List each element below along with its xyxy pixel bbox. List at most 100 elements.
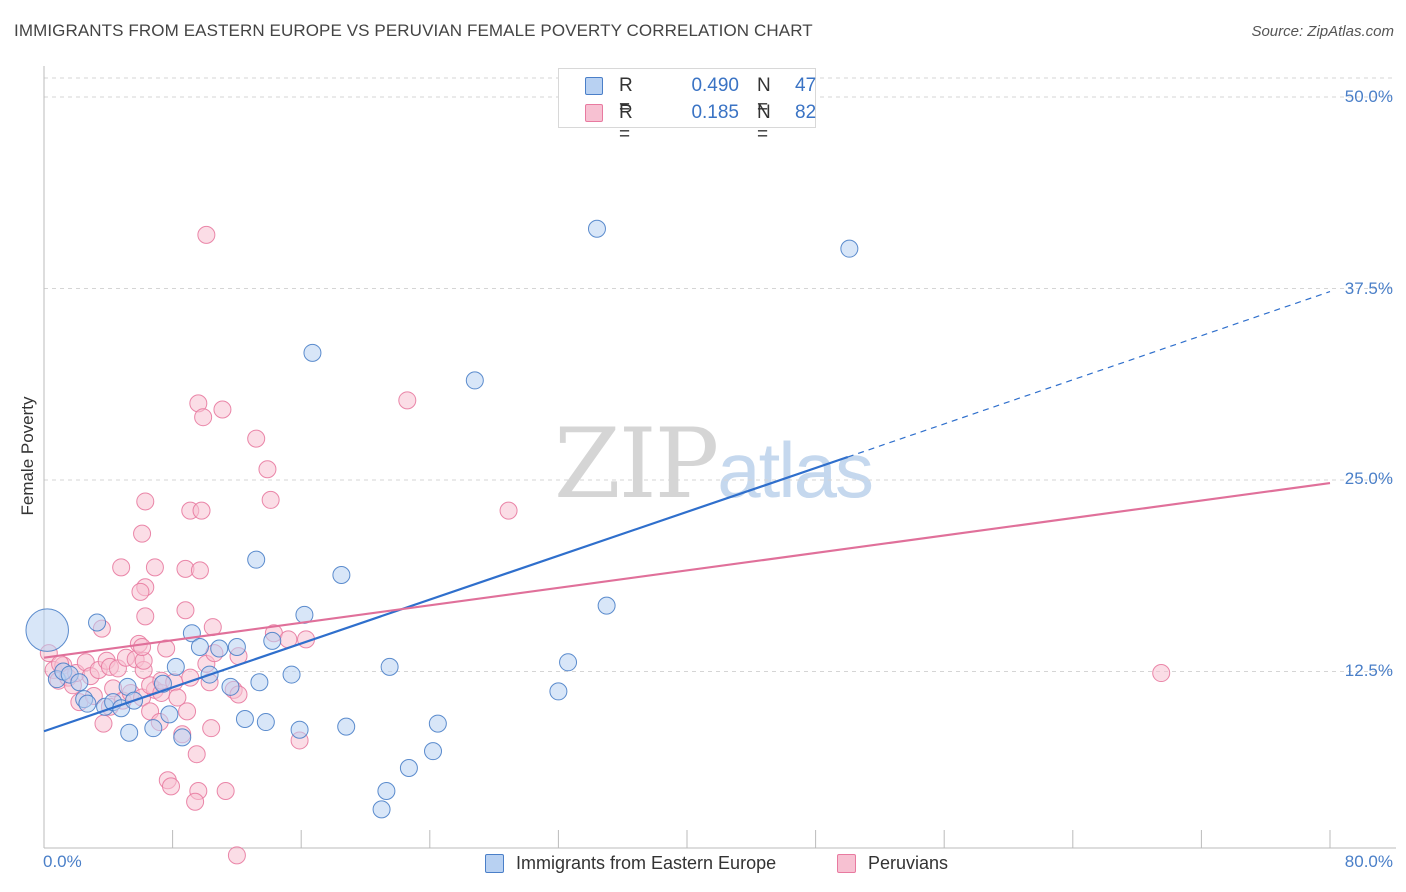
eastern-europe-point — [337, 717, 356, 736]
peruvian-point — [197, 225, 216, 244]
eastern-europe-point — [70, 673, 89, 692]
eastern-europe-point — [190, 637, 209, 656]
peruvian-point — [398, 391, 417, 410]
y-axis-label: Female Poverty — [18, 396, 37, 516]
x-tick-label-max: 80.0% — [1344, 852, 1393, 871]
eastern-europe-points — [25, 219, 859, 819]
n-label: N = — [757, 75, 771, 118]
eastern-europe-point — [372, 800, 391, 819]
bottom-legend: Immigrants from Eastern Europe Peruvians — [0, 853, 1406, 877]
chart-title: IMMIGRANTS FROM EASTERN EUROPE VS PERUVI… — [14, 21, 813, 40]
peruvian-point — [258, 460, 277, 479]
eastern-europe-point — [227, 637, 246, 656]
eastern-europe-point — [597, 596, 616, 615]
r-label: R = — [619, 75, 633, 118]
peruvian-point — [499, 501, 518, 520]
peruvian-point — [136, 607, 155, 626]
peruvian-point — [194, 408, 213, 427]
peruvian-point — [161, 777, 180, 796]
eastern-europe-point — [120, 723, 139, 742]
peruvian-point — [133, 637, 152, 656]
legend-label: Immigrants from Eastern Europe — [516, 853, 777, 873]
peruvian-point — [213, 400, 232, 419]
peruvian-point — [94, 714, 113, 733]
gridlines — [44, 77, 1396, 672]
peruvian-point — [227, 846, 246, 865]
peruvian-point — [1152, 664, 1171, 683]
watermark: ZIPatlas — [554, 408, 874, 520]
peruvian-point — [190, 561, 209, 580]
peruvian-point — [136, 492, 155, 511]
blue-swatch — [485, 854, 504, 873]
eastern-europe-point — [88, 613, 107, 632]
eastern-europe-point — [332, 565, 351, 584]
eastern-europe-point — [559, 653, 578, 672]
pink-swatch — [837, 854, 856, 873]
eastern-europe-point — [166, 657, 185, 676]
eastern-europe-point — [160, 705, 179, 724]
peruvian-point — [202, 719, 221, 738]
eastern-europe-point — [235, 709, 254, 728]
peruvian-point — [133, 524, 152, 543]
peruvian-point — [112, 558, 131, 577]
peruvian-point — [178, 702, 197, 721]
peruvian-point — [216, 781, 235, 800]
peruvian-point — [176, 601, 195, 620]
peruvians-trend-line — [43, 481, 1331, 659]
y-tick-label: 50.0% — [1344, 87, 1393, 106]
eastern-europe-point — [399, 759, 418, 778]
eastern-europe-point — [840, 239, 859, 258]
eastern-europe-trend-extension — [847, 290, 1331, 458]
peruvian-point — [145, 558, 164, 577]
eastern-europe-point — [250, 673, 269, 692]
eastern-europe-point — [303, 343, 322, 362]
trend-lines — [43, 290, 1331, 733]
peruvian-point — [192, 501, 211, 520]
eastern-europe-point — [290, 720, 309, 739]
legend-label: Peruvians — [868, 853, 949, 873]
y-tick-label: 25.0% — [1344, 469, 1393, 488]
n-value: 47 — [795, 75, 817, 96]
eastern-europe-point — [144, 719, 163, 738]
eastern-europe-point — [282, 665, 301, 684]
r-value: 0.185 — [691, 102, 739, 123]
peruvian-point — [247, 429, 266, 448]
blue-swatch — [585, 77, 603, 95]
eastern-europe-point — [153, 674, 172, 693]
eastern-europe-point — [424, 742, 443, 761]
peruvian-point — [131, 582, 150, 601]
n-label: N = — [757, 102, 771, 145]
peruvian-point — [186, 792, 205, 811]
eastern-europe-point — [173, 728, 192, 747]
y-tick-label: 12.5% — [1344, 661, 1393, 680]
watermark-atlas: atlas — [717, 426, 874, 514]
eastern-europe-point — [428, 714, 447, 733]
peruvians-points — [39, 225, 1171, 865]
eastern-europe-point — [549, 682, 568, 701]
eastern-europe-point — [377, 781, 396, 800]
pink-swatch — [585, 104, 603, 122]
n-value: 82 — [795, 102, 817, 123]
eastern-europe-point — [210, 639, 229, 658]
eastern-europe-point — [78, 694, 97, 713]
peruvian-point — [187, 745, 206, 764]
eastern-europe-trend-line — [43, 455, 849, 733]
eastern-europe-point — [380, 657, 399, 676]
y-tick-label: 37.5% — [1344, 279, 1393, 298]
axes — [43, 66, 1396, 849]
peruvian-point — [168, 688, 187, 707]
chart-source: Source: ZipAtlas.com — [1251, 23, 1394, 40]
r-label: R = — [619, 102, 633, 145]
stats-legend: R = 0.490 N = 47 R = 0.185 N = 82 — [558, 68, 817, 145]
eastern-europe-point — [587, 219, 606, 238]
x-tick-label-min: 0.0% — [43, 852, 82, 871]
eastern-europe-point — [247, 550, 266, 569]
watermark-zip: ZIP — [554, 408, 719, 520]
eastern-europe-point — [221, 677, 240, 696]
eastern-europe-point — [25, 608, 69, 652]
eastern-europe-point — [256, 713, 275, 732]
peruvian-point — [261, 490, 280, 509]
r-value: 0.490 — [691, 75, 739, 96]
eastern-europe-point — [263, 631, 282, 650]
